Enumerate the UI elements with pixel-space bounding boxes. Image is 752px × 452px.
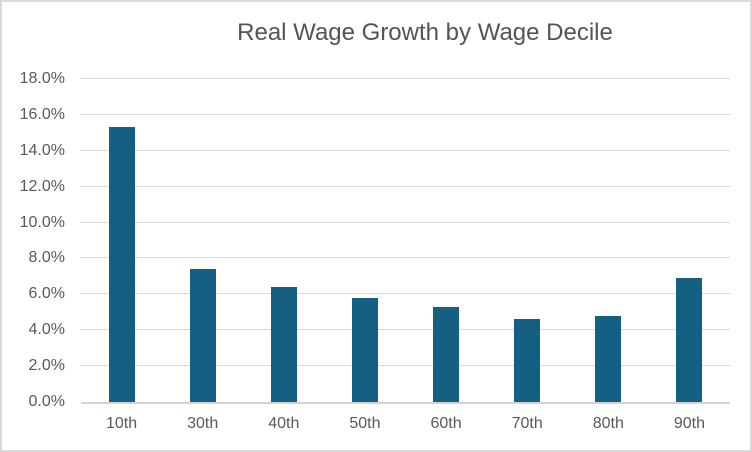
bar-10th (108, 127, 135, 402)
y-axis-tick-label: 0.0% (28, 393, 65, 410)
plot-area: 10th 30th 40th 50th 60th 70th 80th 90th (81, 78, 730, 432)
x-axis-tick-label: 90th (673, 415, 705, 432)
y-axis-tick-label: 10.0% (19, 213, 65, 231)
gridline (81, 78, 730, 79)
gridline (81, 365, 730, 367)
y-axis-tick-label: 14.0% (19, 141, 65, 159)
bar-90th (676, 278, 703, 402)
bar-slot: 10th (81, 79, 162, 432)
y-axis-tick-label: 8.0% (28, 249, 65, 267)
x-axis-tick-label: 10th (105, 415, 138, 432)
gridline (81, 185, 730, 187)
gridline (81, 293, 730, 295)
bar-60th (433, 306, 460, 402)
y-axis: 0.0% 2.0% 4.0% 6.0% 8.0% 10.0% 12.0% 14.0% 16.0%… (2, 70, 65, 410)
y-axis-tick-label: 6.0% (28, 285, 65, 303)
y-axis-tick-label: 16.0% (19, 105, 65, 123)
y-axis-tick-label: 2.0% (28, 357, 65, 375)
x-axis-tick-label: 80th (592, 415, 624, 432)
bar-slot: 30th (162, 79, 243, 432)
y-axis-tick-label: 4.0% (28, 321, 65, 339)
y-axis-tick-label: 18.0% (19, 70, 65, 87)
gridline (81, 257, 730, 259)
gridline (81, 149, 730, 151)
bar-slots: 10th 30th 40th 50th 60th 70th 80th 90th (81, 79, 730, 432)
bar-80th (595, 315, 622, 402)
y-axis-tick-label: 12.0% (19, 177, 65, 195)
bar-30th (189, 269, 216, 402)
bar-70th (514, 319, 541, 402)
x-axis-tick-label: 50th (349, 415, 381, 432)
x-axis-tick-label: 40th (268, 415, 300, 432)
x-axis-line (81, 402, 730, 404)
bar-slot: 70th (487, 79, 568, 432)
gridline (81, 221, 730, 223)
bar-40th (270, 287, 297, 402)
x-axis-tick-label: 30th (187, 415, 219, 432)
bar-slot: 40th (243, 79, 324, 432)
bar-slot: 50th (324, 79, 405, 432)
bar-slot: 90th (649, 79, 730, 432)
gridline (81, 113, 730, 115)
x-axis-tick-label: 60th (430, 415, 462, 432)
bar-50th (351, 297, 378, 402)
gridline (81, 329, 730, 331)
bar-slot: 60th (406, 79, 487, 432)
x-axis-tick-label: 70th (511, 415, 543, 432)
bar-slot: 80th (568, 79, 649, 432)
chart-title: Real Wage Growth by Wage Decile (237, 19, 613, 46)
